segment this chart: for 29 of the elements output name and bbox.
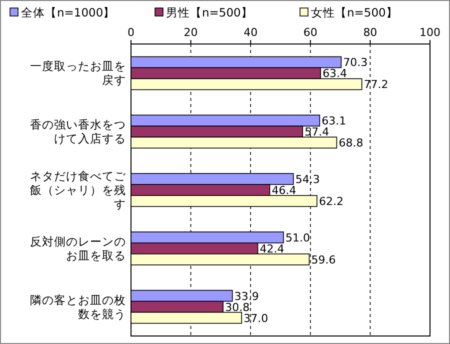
data-label: 68.8 bbox=[338, 136, 364, 150]
y-tick-label: ネタだけ食べてご飯（シャリ）を残す bbox=[30, 169, 127, 211]
x-tick-label: 60 bbox=[303, 26, 318, 39]
y-tick-label: 隣の客とお皿の枚数を競う bbox=[30, 292, 126, 321]
data-label: 30.8 bbox=[225, 300, 250, 314]
legend-label: 全体【n=1000】 bbox=[21, 6, 116, 20]
x-tick-label: 80 bbox=[363, 26, 378, 39]
data-label: 70.3 bbox=[343, 56, 368, 70]
y-tick-label: 一度取ったお皿を戻す bbox=[30, 59, 126, 88]
legend-label: 女性【n=500】 bbox=[311, 6, 398, 20]
data-label: 59.6 bbox=[311, 253, 336, 266]
data-label: 77.2 bbox=[364, 78, 388, 92]
data-label: 63.4 bbox=[322, 67, 348, 80]
data-label: 37.0 bbox=[244, 312, 268, 325]
data-label: 42.4 bbox=[260, 242, 284, 256]
y-tick-label: 反対側のレーンのお皿を取る bbox=[30, 234, 126, 262]
y-tick-label: 香の強い香水をつけて入店する bbox=[30, 118, 126, 146]
data-label: 54.3 bbox=[295, 173, 320, 186]
x-tick-label: 40 bbox=[244, 26, 258, 39]
data-label: 62.2 bbox=[318, 195, 344, 208]
data-label: 57.4 bbox=[304, 126, 330, 139]
x-tick-label: 0 bbox=[128, 26, 134, 39]
data-label: 51.0 bbox=[285, 231, 310, 244]
x-tick-label: 100 bbox=[420, 26, 440, 39]
data-label: 46.4 bbox=[272, 184, 296, 197]
data-label: 63.1 bbox=[322, 114, 346, 128]
x-tick-label: 20 bbox=[184, 26, 198, 39]
legend-label: 男性【n=500】 bbox=[166, 6, 253, 20]
data-label: 33.9 bbox=[234, 290, 259, 303]
